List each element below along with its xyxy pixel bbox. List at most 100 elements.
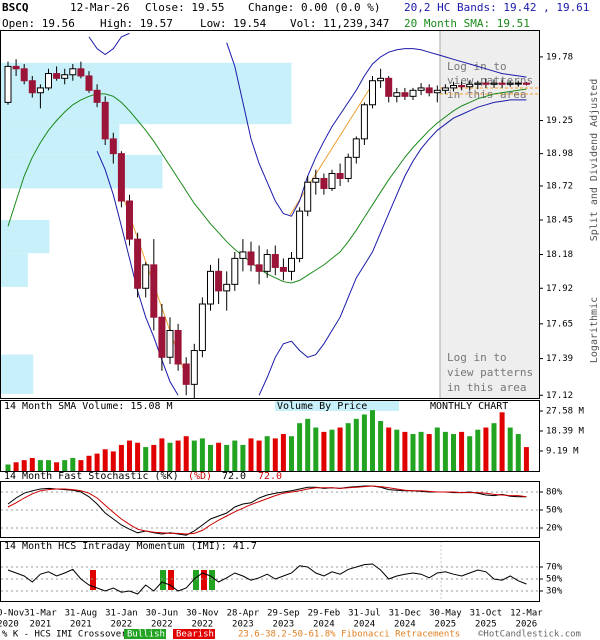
candle-body bbox=[255, 264, 263, 272]
x-tick-label: 31-Dec bbox=[389, 609, 422, 619]
candle-body bbox=[385, 77, 393, 97]
bullish-box bbox=[124, 629, 166, 639]
y-tick-label: 18.39 M bbox=[546, 427, 585, 437]
volume-bar bbox=[78, 460, 84, 471]
volume-bar bbox=[321, 431, 327, 471]
close: Close: 19.55 bbox=[145, 1, 224, 14]
volume-bar bbox=[483, 427, 489, 471]
change: Change: 0.00 (0.0 %) bbox=[248, 1, 380, 14]
volume-bar bbox=[151, 444, 157, 471]
x-tick-year: 2022 bbox=[151, 620, 173, 630]
candle-body bbox=[215, 270, 223, 292]
candle-body bbox=[312, 177, 320, 183]
y-tick-label: 19.25 bbox=[546, 116, 573, 126]
x-tick-year: 2023 bbox=[273, 620, 295, 630]
candle-body bbox=[174, 329, 182, 365]
volume-bar bbox=[418, 431, 424, 471]
volume-bar bbox=[127, 440, 132, 471]
candle-body bbox=[263, 254, 271, 272]
volume-bar bbox=[54, 462, 60, 471]
volume-bar bbox=[86, 455, 92, 471]
sma-value: 20 Month SMA: 19.51 bbox=[404, 17, 530, 30]
x-tick-year: 2022 bbox=[111, 620, 133, 630]
y-tick-label: 50% bbox=[546, 506, 563, 516]
high: High: 19.57 bbox=[100, 17, 173, 30]
x-tick-label: 31-Jul bbox=[348, 609, 381, 619]
candle-body bbox=[450, 85, 457, 89]
volume-bar bbox=[313, 427, 319, 471]
candle-body bbox=[417, 87, 425, 91]
login-note[interactable]: Log in to bbox=[447, 351, 507, 364]
low: Low: 19.54 bbox=[200, 17, 267, 30]
candle-body bbox=[207, 270, 214, 305]
indicator-line bbox=[7, 563, 527, 595]
candle-body bbox=[239, 251, 247, 259]
volume-bar bbox=[199, 438, 205, 471]
volume-bar bbox=[426, 434, 432, 471]
candle-body bbox=[377, 77, 385, 82]
footer-copyright[interactable]: ©HotCandlestick.com bbox=[478, 630, 581, 640]
fib-line bbox=[289, 84, 373, 216]
candle-body bbox=[369, 80, 376, 106]
x-tick-year: 2025 bbox=[475, 620, 497, 630]
x-tick-label: 31-Aug bbox=[65, 609, 98, 619]
upper-band-line bbox=[88, 32, 527, 217]
x-tick-year: 2024 bbox=[313, 620, 335, 630]
volume-bar bbox=[208, 444, 213, 471]
date: 12-Mar-26 bbox=[70, 1, 130, 14]
candle-body bbox=[360, 104, 368, 140]
candle-body bbox=[522, 82, 530, 85]
y-tick-label: 80% bbox=[546, 488, 563, 498]
volume-bar bbox=[216, 442, 222, 471]
candle-body bbox=[134, 238, 142, 289]
volume-title: 14 Month SMA Volume: 15.08 M bbox=[4, 401, 173, 412]
volume-bar bbox=[280, 434, 286, 471]
volume-bar bbox=[232, 440, 238, 471]
x-tick-label: 29-Sep bbox=[267, 609, 300, 619]
candle-body bbox=[150, 264, 158, 318]
candle-body bbox=[498, 82, 506, 85]
candle-body bbox=[320, 177, 328, 189]
x-tick-year: 2026 bbox=[516, 620, 538, 630]
candle-body bbox=[93, 89, 101, 103]
volume-bar bbox=[305, 418, 311, 471]
login-note[interactable]: view patterns bbox=[447, 366, 533, 379]
footer-bullish: Bullish bbox=[127, 630, 165, 640]
volume-bar bbox=[70, 457, 76, 471]
symbol: BSCQ bbox=[2, 1, 29, 14]
y-tick-label: 18.98 bbox=[546, 149, 573, 159]
y-tick-label: 18.18 bbox=[546, 250, 573, 260]
candle-body bbox=[409, 89, 417, 97]
y-tick-label: 17.92 bbox=[546, 284, 573, 294]
y-tick-label: 9.19 M bbox=[546, 447, 579, 457]
bands: 20,2 HC Bands: 19.42 , 19.61 bbox=[404, 1, 589, 14]
volume-bar bbox=[167, 442, 173, 471]
x-tick-label: 31-Jan bbox=[105, 609, 138, 619]
indicator-line bbox=[7, 485, 527, 535]
candle-body bbox=[4, 65, 12, 103]
login-note[interactable]: in this area bbox=[447, 381, 526, 394]
volume-bar bbox=[248, 438, 254, 471]
y-tick-label: 18.72 bbox=[546, 181, 573, 191]
bearish-box bbox=[173, 629, 215, 639]
candle-body bbox=[53, 73, 61, 79]
volume-bar bbox=[29, 457, 35, 471]
x-tick-year: 2020 bbox=[0, 620, 19, 630]
volume-bar bbox=[62, 460, 68, 471]
vbp-label-bg bbox=[275, 401, 399, 411]
x-tick-year: 2023 bbox=[232, 620, 254, 630]
volume-bar bbox=[370, 410, 375, 471]
chart-period: MONTHLY CHART bbox=[430, 401, 508, 412]
open: Open: 19.56 bbox=[2, 17, 75, 30]
candle-body bbox=[198, 303, 206, 352]
imi-frame bbox=[0, 541, 540, 602]
volume-bar bbox=[378, 421, 384, 471]
volume-bar bbox=[353, 418, 359, 471]
candle-body bbox=[506, 82, 514, 85]
candle-body bbox=[117, 153, 125, 202]
volume-bar bbox=[410, 434, 416, 471]
candle-body bbox=[109, 138, 117, 155]
candle-body bbox=[45, 73, 52, 89]
candle-body bbox=[441, 87, 449, 91]
imi-title: 14 Month HCS Intraday Momentum (IMI): 41… bbox=[4, 541, 257, 552]
